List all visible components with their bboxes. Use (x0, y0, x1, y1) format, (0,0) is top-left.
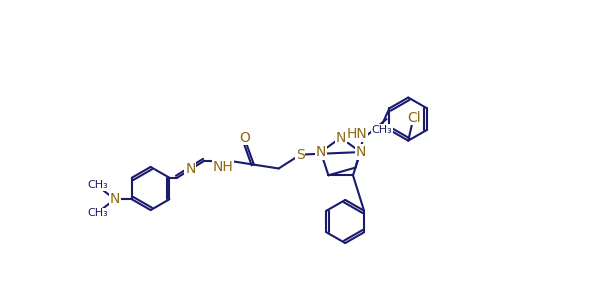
Text: CH₃: CH₃ (371, 125, 392, 135)
Text: S: S (296, 148, 305, 162)
Text: O: O (239, 131, 250, 145)
Text: NH: NH (213, 160, 233, 174)
Text: N: N (315, 145, 326, 159)
Text: N: N (336, 131, 346, 145)
Text: Cl: Cl (408, 111, 421, 125)
Text: N: N (110, 192, 120, 206)
Text: N: N (355, 145, 366, 159)
Text: CH₃: CH₃ (87, 208, 108, 218)
Text: HN: HN (347, 128, 367, 141)
Text: N: N (185, 162, 195, 176)
Text: CH₃: CH₃ (87, 181, 108, 191)
